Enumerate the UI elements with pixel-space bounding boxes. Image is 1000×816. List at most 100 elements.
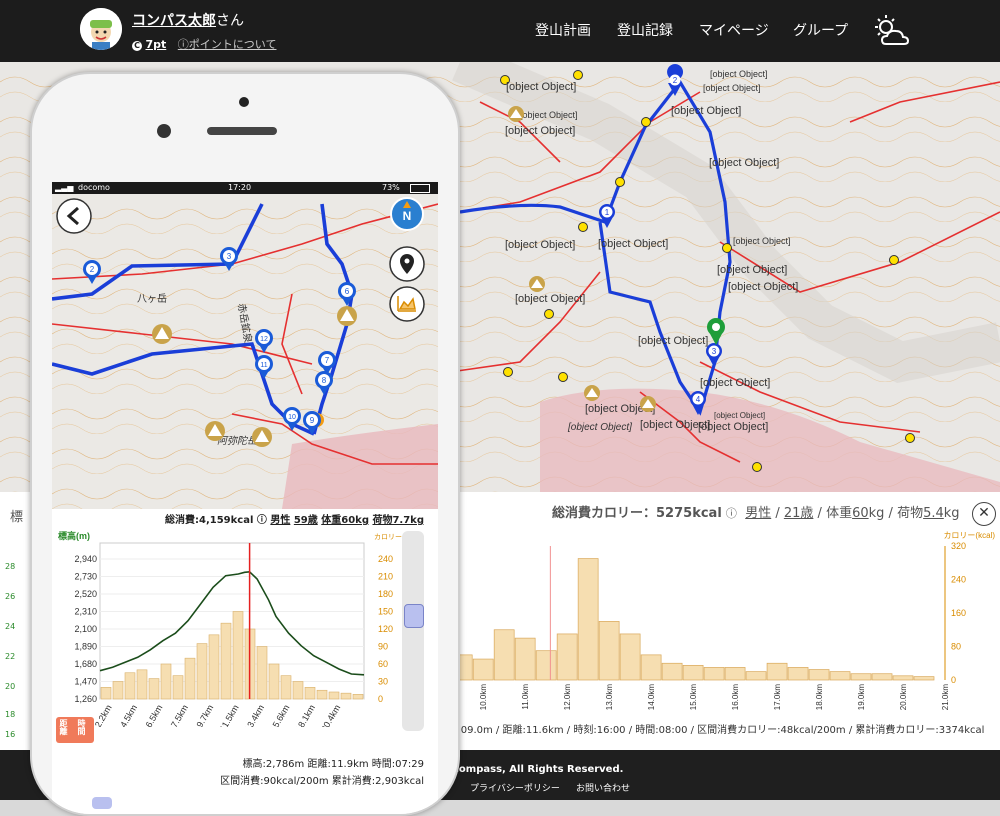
phone-camera: [157, 124, 171, 138]
calorie-bar: [892, 675, 914, 681]
copyright: compass, All Rights Reserved.: [453, 764, 624, 775]
calorie-y2-tick: 320: [951, 541, 966, 551]
nav-plan[interactable]: 登山計画: [535, 23, 591, 39]
avatar[interactable]: [80, 8, 122, 50]
chart-scroll-track[interactable]: [402, 531, 424, 731]
footer-link-contact[interactable]: お問い合わせ: [576, 784, 631, 794]
elevation-axis-tick: 26: [5, 592, 16, 601]
calorie-bar: [850, 673, 872, 681]
weather-icon[interactable]: [872, 14, 910, 48]
calorie-x-tick: 18.0km: [815, 684, 824, 711]
phone-marker[interactable]: 7: [318, 351, 336, 375]
points-help-label: ポイントについて: [188, 38, 277, 51]
phone-marker[interactable]: 9: [303, 411, 321, 435]
map-marker-1[interactable]: 1: [599, 204, 615, 228]
help-icon[interactable]: ⓘ: [256, 515, 267, 526]
phone-marker[interactable]: 10: [283, 407, 301, 431]
phone-marker-label: 3: [227, 252, 232, 261]
waypoint-dots: [500, 70, 915, 472]
phone-x-tick: 11.5km: [218, 703, 241, 727]
phone-marker-label: 6: [345, 287, 350, 296]
phone-chart-panel: 総消費:4,159kcal ⓘ 男性 59歳 体重60kg 荷物7.7kg 標高…: [52, 509, 438, 809]
map-label: [object Object]: [700, 377, 770, 389]
phone-marker[interactable]: 3: [220, 247, 238, 271]
gender-link[interactable]: 男性: [745, 506, 772, 521]
map-label: [object Object]: [515, 293, 585, 305]
phone-weight[interactable]: 体重60kg: [321, 515, 369, 526]
points-link[interactable]: 7pt: [145, 38, 167, 51]
phone-marker[interactable]: 12: [255, 329, 273, 353]
calorie-bar: [787, 667, 809, 681]
phone-sensor: [239, 97, 249, 107]
calorie-bar: [682, 664, 704, 681]
calorie-x-tick: 17.0km: [773, 684, 782, 711]
map-markers[interactable]: 2 1 3 4: [599, 64, 725, 415]
map-marker-2[interactable]: 2: [667, 64, 684, 96]
elevation-chart-button[interactable]: [389, 286, 425, 322]
map-marker-4[interactable]: 4: [690, 391, 706, 415]
phone-y2-tick: 150: [378, 607, 393, 617]
nav-record[interactable]: 登山記録: [617, 23, 673, 39]
footer-link-privacy[interactable]: プライバシーポリシー: [470, 784, 560, 794]
luggage-field[interactable]: 荷物5.4kg: [897, 506, 959, 521]
map-marker-3[interactable]: 3: [706, 343, 722, 367]
phone-y-tick: 2,100: [74, 624, 97, 634]
compass-button[interactable]: N: [390, 197, 424, 231]
help-icon[interactable]: ⓘ: [725, 507, 737, 520]
phone-status-bar: ▂▃▅ docomo 17:20 73%: [52, 182, 438, 194]
calorie-bar: [472, 658, 494, 681]
elevation-axis-tick: 16: [5, 730, 16, 739]
honorific: さん: [216, 13, 244, 29]
map-label: [object Object]: [709, 157, 779, 169]
phone-x-tick: 9.7km: [194, 703, 215, 727]
phone-route-markers[interactable]: 2 3 6 12 11 7 8 10 9: [83, 247, 356, 435]
phone-age[interactable]: 59歳: [293, 515, 318, 526]
phone-chart-title: 標高(m): [58, 530, 90, 541]
map-label: [object Object]: [506, 81, 576, 93]
phone-map-canvas[interactable]: 八ヶ岳 赤岳鉱泉 阿弥陀岳 2 3 6 12 11 7 8: [52, 194, 438, 509]
map-label: [object Object]: [733, 236, 791, 246]
total-calorie-summary: 総消費カロリー：5275kcal ⓘ 男性 / 21歳 / 体重60kg / 荷…: [552, 506, 960, 521]
phone-calorie-bar: [220, 622, 232, 700]
distance-time-toggle[interactable]: 距離 時間: [56, 717, 94, 743]
phone-speaker: [207, 127, 277, 135]
phone-calorie-bar: [292, 681, 304, 700]
age-link[interactable]: 21歳: [783, 506, 814, 521]
phone-luggage[interactable]: 荷物7.7kg: [372, 515, 424, 526]
phone-stats-line2: 区間消費:90kcal/200m 累計消費:2,903kcal: [220, 776, 424, 787]
phone-marker[interactable]: 8: [315, 371, 333, 395]
location-pin-icon: [400, 254, 414, 274]
phone-marker[interactable]: 6: [338, 282, 356, 306]
help-icon: ⓘ: [177, 38, 189, 51]
nav-mypage[interactable]: マイページ: [699, 23, 769, 39]
phone-calorie-bar: [148, 678, 160, 700]
weight-field[interactable]: 体重60kg: [826, 506, 884, 521]
phone-summary: 総消費:4,159kcal ⓘ 男性 59歳 体重60kg 荷物7.7kg: [165, 511, 424, 526]
phone-x-tick: 18.1km: [294, 703, 317, 727]
phone-gender[interactable]: 男性: [270, 515, 291, 526]
close-button[interactable]: ✕: [972, 502, 996, 526]
phone-map[interactable]: 八ヶ岳 赤岳鉱泉 阿弥陀岳 2 3 6 12 11 7 8: [52, 194, 438, 509]
phone-calorie-bar: [268, 663, 280, 700]
username-link[interactable]: コンパス太郎: [132, 13, 216, 29]
weight-label: 体重: [826, 506, 853, 521]
calorie-bar: [724, 667, 746, 681]
nav-group[interactable]: グループ: [793, 23, 849, 39]
location-button[interactable]: [389, 246, 425, 282]
current-position-marker[interactable]: [707, 318, 725, 345]
phone-bottom-scroll-handle[interactable]: [92, 797, 112, 809]
back-button[interactable]: [56, 198, 92, 234]
phone-marker[interactable]: 11: [255, 355, 273, 379]
phone-elevation-chart[interactable]: 標高(m) カロリー(kcal) 2,940 2,730 2,520 2,310 2,100…: [52, 527, 438, 727]
username[interactable]: コンパス太郎さん: [132, 10, 244, 30]
calorie-y2-tick: 80: [951, 642, 961, 652]
points-help-link[interactable]: ⓘポイントについて: [178, 38, 277, 51]
phone-marker[interactable]: 2: [83, 260, 101, 284]
chart-scroll-handle[interactable]: [404, 604, 424, 628]
phone-calorie-bar: [280, 675, 292, 700]
trail-lines: [449, 81, 1000, 463]
phone-marker-label: 7: [325, 356, 330, 365]
phone-y2-tick: 180: [378, 589, 393, 599]
elevation-chart-icon: [397, 296, 416, 312]
